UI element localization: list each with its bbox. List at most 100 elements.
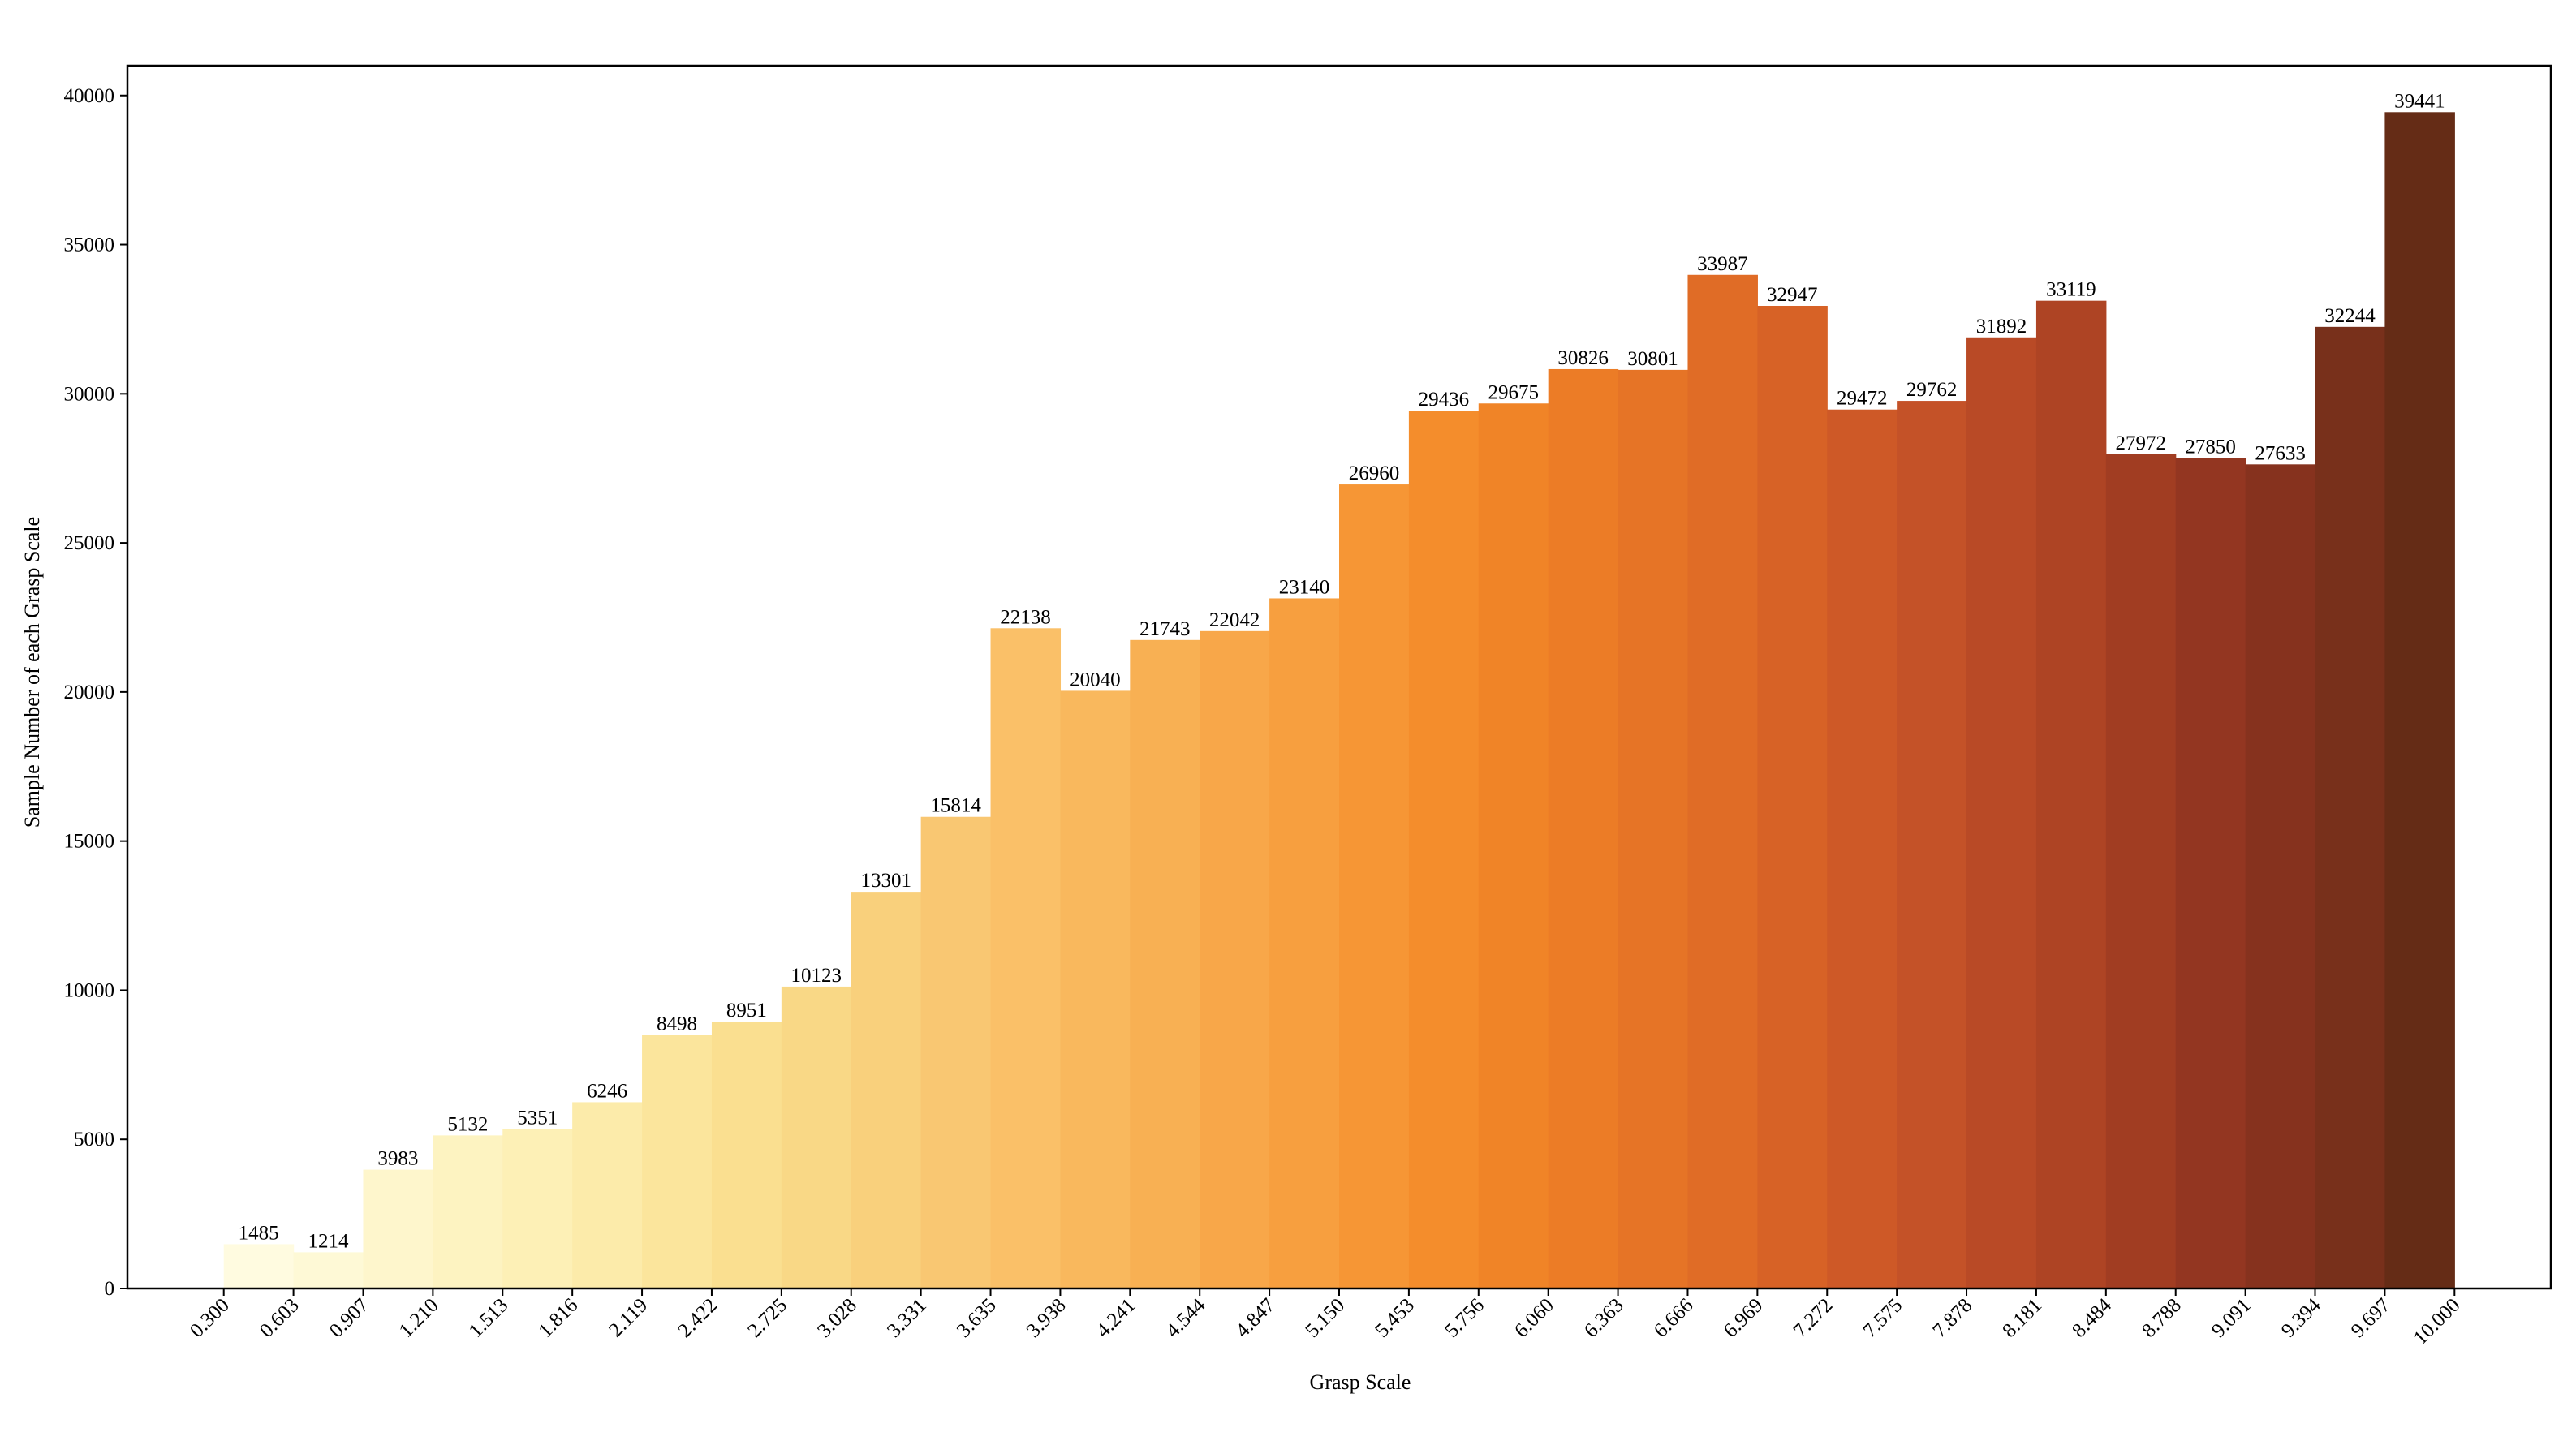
bar-22 [1757,305,1828,1289]
x-tick-label-18: 5.756 [1441,1294,1488,1342]
bar-value-label-6: 8498 [657,1013,697,1035]
x-tick-label-4: 1.513 [465,1294,513,1342]
bar-30 [2315,326,2386,1288]
x-tick-label-2: 0.907 [325,1294,373,1342]
x-axis-title: Grasp Scale [1310,1370,1411,1394]
bar-value-label-31: 39441 [2394,90,2445,112]
bar-value-label-10: 15814 [930,795,981,817]
x-tick-label-5: 1.816 [535,1294,583,1342]
bar-27 [2105,454,2177,1289]
bar-2 [363,1169,433,1288]
x-tick-label-6: 2.119 [605,1294,652,1341]
bar-value-label-16: 26960 [1349,462,1400,484]
bar-value-label-21: 33987 [1697,253,1748,275]
x-tick-label-23: 7.272 [1790,1294,1837,1342]
bar-value-label-13: 21743 [1139,618,1191,640]
bar-value-label-12: 20040 [1070,669,1121,690]
y-axis: 0 5000 10000 15000 20000 25000 30000 35000 40000 [64,85,127,1300]
x-tick-label-1: 0.603 [256,1294,304,1342]
x-tick-label-31: 9.697 [2347,1294,2395,1342]
bar-3 [433,1135,503,1288]
bar-9 [851,892,922,1288]
x-tick-label-11: 3.635 [953,1294,1001,1342]
bar-5 [572,1102,643,1288]
bar-value-label-9: 13301 [860,870,911,892]
bar-14 [1200,630,1270,1288]
y-tick-label-7: 35000 [64,234,115,256]
x-tick-label-0: 0.300 [186,1294,234,1342]
bar-value-label-22: 32947 [1767,284,1818,306]
bar-value-label-15: 23140 [1279,576,1330,598]
bar-4 [502,1129,573,1288]
bar-value-label-30: 32244 [2324,305,2376,327]
bar-6 [642,1035,713,1288]
bar-28 [2175,458,2246,1288]
bar-value-label-8: 10123 [791,965,842,987]
x-tick-label-20: 6.363 [1580,1294,1628,1342]
bar-0 [223,1244,295,1288]
y-tick-label-4: 20000 [64,682,115,703]
bars-group [223,112,2455,1289]
bar-18 [1478,403,1549,1288]
x-tick-label-7: 2.422 [674,1294,722,1342]
x-tick-label-24: 7.575 [1859,1294,1907,1342]
x-tick-label-29: 9.091 [2208,1294,2255,1342]
bar-value-label-24: 29762 [1906,379,1958,401]
y-tick-label-3: 15000 [64,831,115,853]
bar-24 [1897,401,1967,1288]
y-tick-label-6: 30000 [64,383,115,405]
bar-12 [1060,690,1131,1288]
bar-labels-group: 1485 1214 3983 5132 5351 6246 8498 8951 10123 133… [239,90,2445,1252]
bar-value-label-23: 29472 [1837,388,1888,410]
bar-value-label-18: 29675 [1488,381,1539,403]
x-tick-label-10: 3.331 [883,1294,931,1342]
bar-value-label-19: 30826 [1557,347,1609,369]
bar-31 [2384,112,2455,1289]
bar-8 [781,986,852,1288]
bar-value-label-7: 8951 [726,1000,767,1022]
x-tick-label-15: 4.847 [1231,1294,1279,1342]
bar-value-label-27: 27972 [2116,432,2167,454]
bar-19 [1548,368,1619,1288]
bar-20 [1618,369,1689,1288]
x-tick-label-8: 2.725 [743,1294,791,1342]
x-tick-label-32: 10.000 [2410,1294,2465,1349]
y-axis-title: Sample Number of each Grasp Scale [20,517,44,828]
x-tick-label-13: 4.241 [1092,1294,1140,1342]
bar-value-label-14: 22042 [1209,609,1260,631]
y-tick-label-2: 10000 [64,979,115,1001]
x-tick-label-21: 6.666 [1650,1294,1698,1342]
x-tick-label-12: 3.938 [1023,1294,1070,1342]
bar-value-label-1: 1214 [308,1230,350,1252]
bar-13 [1130,639,1200,1288]
x-tick-label-25: 7.878 [1928,1294,1976,1342]
bar-11 [990,628,1062,1288]
bar-value-label-26: 33119 [2046,279,2096,301]
x-tick-label-28: 8.788 [2138,1294,2186,1342]
bar-25 [1966,337,2037,1288]
bar-value-label-3: 5132 [447,1113,488,1135]
bar-value-label-25: 31892 [1976,316,2027,338]
x-tick-label-14: 4.544 [1162,1294,1210,1342]
x-tick-label-22: 6.969 [1720,1294,1768,1342]
bar-23 [1827,409,1898,1288]
bar-1 [293,1252,364,1288]
x-tick-label-16: 5.150 [1301,1294,1349,1342]
y-tick-label-1: 5000 [74,1129,114,1151]
x-tick-label-26: 8.181 [1998,1294,2046,1342]
x-tick-label-30: 9.394 [2277,1294,2325,1342]
bar-16 [1339,484,1410,1288]
bar-21 [1687,274,1758,1288]
x-tick-label-9: 3.028 [813,1294,861,1342]
x-tick-label-3: 1.210 [395,1294,443,1342]
bar-value-label-11: 22138 [1000,606,1051,628]
bar-value-label-4: 5351 [517,1107,558,1129]
x-axis: 0.300 0.603 0.907 1.210 1.513 1.816 2.119 2.422… [186,1288,2465,1349]
bar-value-label-28: 27850 [2185,436,2236,458]
x-tick-label-27: 8.484 [2068,1294,2116,1342]
bar-value-label-0: 1485 [239,1222,279,1244]
bar-29 [2245,464,2316,1288]
bar-value-label-17: 29436 [1419,389,1470,411]
bar-15 [1269,598,1340,1288]
